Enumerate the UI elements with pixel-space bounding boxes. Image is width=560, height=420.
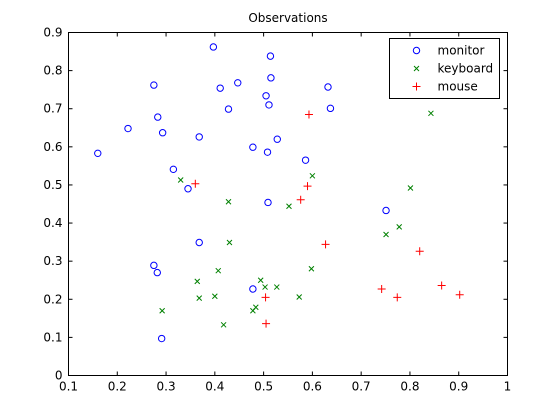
y-axis: 0 0.1 0.2 0.3 0.4 0.5 0.6 0.7 0.8 0.9 xyxy=(43,26,508,383)
y-tick-label: 0.1 xyxy=(43,330,62,344)
monitor-point xyxy=(264,198,272,207)
series-keyboard xyxy=(159,110,434,328)
monitor-point xyxy=(324,83,332,91)
monitor-point xyxy=(169,165,178,174)
monitor-point xyxy=(265,101,273,109)
keyboard-point xyxy=(252,304,259,311)
y-tick-label: 0.2 xyxy=(43,292,62,306)
keyboard-point xyxy=(257,277,264,284)
y-tick-label: 0.6 xyxy=(43,140,62,154)
y-tick-label: 0.7 xyxy=(43,102,62,116)
x-tick-label: 0.6 xyxy=(303,380,322,394)
keyboard-point xyxy=(383,231,389,238)
monitor-point xyxy=(216,84,224,92)
keyboard-point xyxy=(220,321,227,328)
keyboard-point xyxy=(194,278,201,285)
keyboard-point xyxy=(211,293,218,300)
keyboard-point xyxy=(309,172,316,179)
y-tick-label: 0.3 xyxy=(43,254,62,268)
monitor-point xyxy=(301,156,310,164)
keyboard-point xyxy=(308,265,315,272)
x-tick-label: 0.7 xyxy=(352,380,371,394)
series-mouse xyxy=(191,110,464,328)
y-tick-label: 0.9 xyxy=(43,26,62,40)
keyboard-point xyxy=(196,295,203,301)
monitor-point xyxy=(263,148,272,156)
keyboard-point xyxy=(407,185,414,191)
mouse-point xyxy=(303,182,312,191)
mouse-point xyxy=(304,110,313,119)
keyboard-point xyxy=(215,267,222,274)
mouse-point xyxy=(437,281,446,290)
mouse-point xyxy=(377,284,386,293)
legend-marker-mouse xyxy=(412,82,421,91)
monitor-point xyxy=(249,285,257,293)
keyboard-point xyxy=(428,110,434,117)
keyboard-point xyxy=(226,239,233,246)
monitor-point xyxy=(94,149,102,158)
keyboard-point xyxy=(273,284,280,290)
keyboard-point xyxy=(286,203,292,210)
monitor-point xyxy=(157,334,166,343)
x-tick-label: 0.4 xyxy=(205,380,224,394)
mouse-point xyxy=(191,179,200,188)
monitor-point xyxy=(184,185,192,193)
keyboard-point xyxy=(159,307,166,314)
monitor-point xyxy=(382,206,390,215)
monitor-point xyxy=(262,92,270,100)
y-tick-label: 0.4 xyxy=(43,216,62,230)
monitor-point xyxy=(266,52,275,60)
mouse-point xyxy=(296,195,305,204)
legend-marker-monitor xyxy=(412,46,421,55)
monitor-point xyxy=(267,74,275,82)
legend-box xyxy=(389,38,500,99)
x-tick-label: 0.8 xyxy=(400,380,419,394)
monitor-point xyxy=(150,81,158,89)
mouse-point xyxy=(455,290,464,299)
monitor-point xyxy=(273,135,281,143)
x-tick-label: 0.1 xyxy=(59,380,78,394)
monitor-point xyxy=(150,261,158,270)
mouse-point xyxy=(321,240,330,249)
monitor-point xyxy=(195,238,203,247)
mouse-point xyxy=(262,319,271,328)
monitor-point xyxy=(124,124,132,133)
x-tick-label: 0.5 xyxy=(254,380,273,394)
keyboard-point xyxy=(396,224,403,230)
y-tick-label: 0.5 xyxy=(43,178,62,192)
keyboard-point xyxy=(296,294,303,300)
x-tick-label: 0.9 xyxy=(449,380,468,394)
mouse-point xyxy=(415,247,424,256)
legend: monitor keyboard mouse xyxy=(389,38,500,99)
keyboard-point xyxy=(225,198,232,205)
x-tick-label: 1 xyxy=(504,380,512,394)
monitor-point xyxy=(209,43,218,51)
monitor-point xyxy=(154,113,162,121)
keyboard-point xyxy=(177,177,184,183)
series-monitor xyxy=(94,43,390,343)
y-tick-label: 0 xyxy=(55,369,63,383)
legend-label-mouse: mouse xyxy=(438,80,478,94)
monitor-point xyxy=(158,129,167,137)
monitor-point xyxy=(234,79,242,87)
x-tick-label: 0.3 xyxy=(157,380,176,394)
legend-label-keyboard: keyboard xyxy=(438,62,494,76)
x-axis: 0.1 0.2 0.3 0.4 0.5 0.6 0.7 0.8 0.9 1 xyxy=(59,32,512,394)
x-tick-label: 0.2 xyxy=(108,380,127,394)
legend-marker-keyboard xyxy=(413,65,420,72)
mouse-point xyxy=(261,293,270,302)
keyboard-point xyxy=(262,284,268,290)
legend-label-monitor: monitor xyxy=(438,44,485,58)
monitor-point xyxy=(224,105,233,113)
chart-title: Observations xyxy=(248,11,327,25)
monitor-point xyxy=(153,268,161,277)
monitor-point xyxy=(195,133,203,141)
monitor-point xyxy=(326,104,335,113)
monitor-point xyxy=(249,143,257,151)
data-points xyxy=(94,43,464,343)
y-tick-label: 0.8 xyxy=(43,64,62,78)
mouse-point xyxy=(393,293,402,302)
